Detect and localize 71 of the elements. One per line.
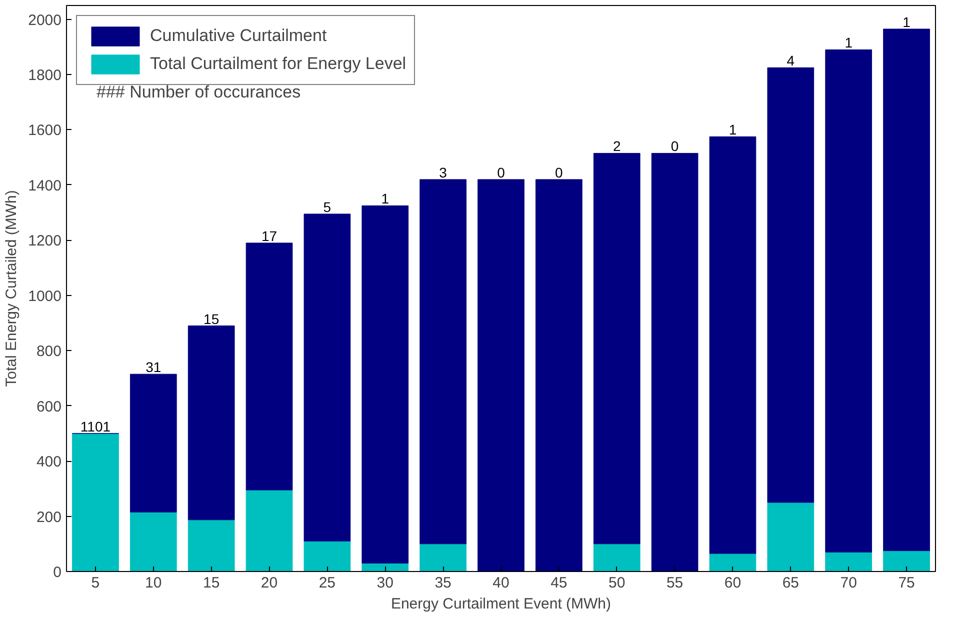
annotation: 15: [204, 310, 220, 327]
y-tick-label: 1600: [28, 122, 62, 140]
y-tick-label: 1000: [28, 288, 62, 305]
annotation: 1101: [80, 418, 111, 434]
x-tick-label: 50: [608, 574, 626, 592]
bar: [767, 67, 814, 503]
bar: [883, 550, 930, 572]
x-tick-label: 20: [260, 574, 278, 592]
bar: [478, 179, 524, 572]
bar: [883, 28, 930, 552]
annotation: 0: [497, 164, 506, 180]
x-axis-title: Energy Curtailment Event (MWh): [390, 596, 612, 612]
annotation: 0: [555, 164, 564, 180]
bar: [130, 374, 177, 512]
annotation: 1: [844, 34, 853, 51]
bar: [709, 553, 756, 572]
bar: [767, 502, 814, 572]
y-tick-label: 800: [36, 343, 62, 360]
x-tick-label: 5: [91, 574, 100, 592]
x-tick-label: 25: [318, 574, 336, 592]
bar: [304, 540, 351, 572]
annotation: 3: [439, 164, 448, 180]
x-tick-label: 45: [550, 574, 568, 592]
x-tick-label: 15: [202, 574, 220, 592]
bar: [188, 520, 235, 572]
x-tick-label: 10: [145, 574, 162, 592]
legend-label: Total Curtailment for Energy Level: [150, 54, 406, 74]
annotation: ### Number of occurances: [96, 82, 301, 102]
annotation: 0: [670, 138, 679, 154]
annotation: 31: [146, 359, 162, 376]
y-tick-label: 1800: [28, 67, 62, 84]
y-tick-label: 0: [53, 564, 62, 581]
y-tick-label: 1400: [28, 177, 62, 194]
bar: [304, 214, 351, 542]
bar: [825, 49, 872, 552]
bar: [130, 512, 177, 572]
x-tick-label: 55: [666, 574, 684, 592]
y-axis-title: Total Energy Curtailed (MWh): [3, 190, 20, 387]
y-tick-label: 400: [36, 454, 62, 471]
bar: [246, 242, 293, 490]
bar: [420, 179, 466, 544]
annotation: 1: [902, 14, 911, 30]
annotation: 17: [261, 228, 278, 244]
bar: [188, 326, 235, 520]
y-tick-label: 200: [36, 508, 62, 526]
bar: [593, 544, 640, 572]
bar: [593, 152, 640, 544]
annotation: 4: [786, 52, 795, 69]
bar: [536, 179, 582, 572]
bar: [651, 152, 698, 572]
y-tick-label: 2000: [28, 12, 62, 29]
x-tick-label: 40: [492, 574, 510, 592]
x-tick-label: 70: [840, 574, 857, 592]
bar: [420, 544, 466, 572]
x-tick-label: 75: [898, 574, 915, 592]
annotation: 2: [612, 138, 621, 154]
y-tick-label: 1200: [28, 232, 62, 250]
x-tick-label: 30: [376, 574, 394, 592]
legend-label: Cumulative Curtailment: [150, 26, 327, 46]
bar: [72, 433, 119, 572]
annotation: 1: [381, 190, 390, 207]
bar: [362, 205, 409, 564]
bar: [246, 490, 293, 572]
y-tick-label: 600: [36, 398, 62, 416]
annotation: 5: [323, 198, 332, 215]
bar: [825, 552, 872, 572]
x-tick-label: 35: [434, 574, 452, 592]
x-tick-label: 65: [782, 574, 800, 592]
x-tick-label: 60: [724, 574, 742, 592]
annotation: 1: [728, 122, 737, 138]
bar: [709, 136, 756, 554]
